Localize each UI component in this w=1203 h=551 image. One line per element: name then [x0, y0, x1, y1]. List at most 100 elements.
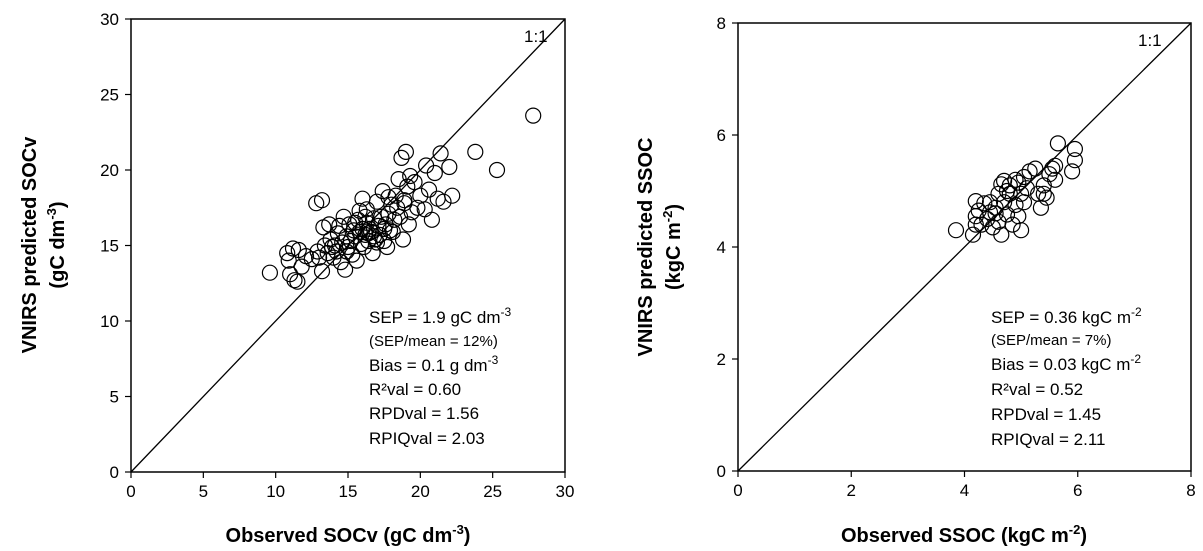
one-to-one-line [130, 18, 566, 473]
data-point [313, 263, 331, 280]
data-point [409, 199, 426, 216]
data-point [261, 264, 278, 281]
stat-line: SEP = 1.9 gC dm-3 [369, 305, 512, 327]
data-point [379, 238, 396, 256]
data-point [444, 187, 461, 204]
data-point [397, 143, 414, 160]
x-ticks: 0 2 4 6 8 [733, 471, 1196, 500]
data-point [324, 238, 341, 256]
data-point [973, 216, 990, 233]
stat-line: R²val = 0.60 [369, 380, 461, 399]
data-point [995, 194, 1013, 211]
data-point [1007, 196, 1024, 214]
chart-panel-socv: 1:1 0 5 10 15 20 25 30 0 5 10 15 20 25 3… [19, 10, 574, 547]
data-point [342, 232, 359, 250]
x-tick-label: 20 [411, 482, 430, 501]
stats-annotation: SEP = 1.9 gC dm-3 (SEP/mean = 12%) Bias … [369, 305, 512, 448]
data-point [402, 167, 419, 185]
data-point [967, 193, 984, 210]
data-point [1010, 174, 1027, 191]
data-point [351, 202, 368, 219]
data-point [1015, 168, 1033, 186]
data-point [435, 193, 452, 210]
y-tick-label: 20 [100, 161, 119, 180]
data-point [1038, 189, 1055, 206]
stat-line: Bias = 0.03 kgC m-2 [991, 352, 1141, 374]
stat-line: RPIQval = 2.11 [991, 430, 1106, 449]
y-tick-label: 5 [110, 388, 119, 407]
y-tick-label: 8 [717, 14, 726, 33]
data-point [350, 211, 367, 228]
chart-panel-ssoc: 1:1 0 2 4 6 8 0 2 4 6 8 Observed SSOC (k… [635, 14, 1196, 547]
data-point [998, 206, 1016, 223]
data-point [1035, 185, 1052, 202]
x-tick-label: 0 [733, 481, 742, 500]
data-point [947, 222, 965, 239]
data-point [1012, 222, 1030, 239]
data-point [979, 210, 996, 228]
x-tick-label: 5 [199, 482, 208, 501]
data-point [467, 143, 484, 160]
stats-annotation: SEP = 0.36 kgC m-2 (SEP/mean = 7%) Bias … [991, 305, 1142, 449]
y-axis-title: VNIRS predicted SSOC [635, 138, 657, 357]
data-point [1066, 140, 1084, 158]
data-point [987, 205, 1004, 222]
data-point [393, 149, 410, 166]
stat-line: RPDval = 1.56 [369, 404, 479, 423]
data-point [329, 225, 346, 242]
x-tick-label: 6 [1073, 481, 1082, 500]
data-point [1063, 163, 1081, 180]
data-point [400, 216, 417, 233]
data-point [1018, 180, 1035, 197]
y-tick-label: 2 [717, 350, 726, 369]
data-point [1001, 185, 1018, 202]
data-point [347, 214, 364, 231]
data-point [976, 195, 993, 212]
data-point [420, 181, 438, 198]
y-ticks: 0 5 10 15 20 25 30 [100, 10, 131, 482]
data-point [1015, 194, 1033, 211]
data-point [373, 208, 390, 225]
data-point [488, 161, 506, 179]
data-point [394, 231, 412, 248]
data-point [1007, 171, 1024, 188]
data-point [403, 204, 420, 221]
data-point [380, 205, 397, 222]
x-ticks: 0 5 10 15 20 25 30 [126, 472, 574, 501]
data-point [364, 245, 381, 262]
stat-line: RPDval = 1.45 [991, 405, 1101, 424]
y-tick-label: 4 [717, 238, 726, 257]
data-point [1049, 135, 1067, 152]
data-points [947, 135, 1084, 243]
one-to-one-label: 1:1 [1138, 31, 1162, 50]
data-point [351, 223, 368, 240]
stat-line: Bias = 0.1 g dm-3 [369, 353, 499, 375]
y-axis-title-unit: (gC dm-3) [44, 201, 69, 288]
x-tick-label: 10 [266, 482, 285, 501]
data-point [280, 252, 297, 269]
data-point [423, 211, 440, 228]
data-point [432, 145, 449, 162]
data-point [441, 158, 458, 176]
data-point [286, 272, 303, 289]
y-axis-title: VNIRS predicted SOCv [19, 136, 41, 354]
stat-line: (SEP/mean = 7%) [991, 332, 1111, 349]
data-point [1004, 216, 1021, 233]
y-tick-label: 6 [717, 126, 726, 145]
y-tick-label: 0 [110, 463, 119, 482]
data-point [1066, 152, 1084, 169]
data-point [981, 194, 999, 211]
data-point [1044, 160, 1061, 177]
one-to-one-line [737, 22, 1192, 472]
x-tick-label: 15 [339, 482, 358, 501]
data-point [337, 261, 354, 278]
data-point [1035, 177, 1052, 194]
data-points [261, 107, 542, 290]
data-point [371, 226, 388, 243]
data-point [381, 222, 399, 239]
data-point [964, 226, 982, 243]
data-point [993, 226, 1010, 243]
data-point [332, 254, 349, 271]
x-tick-label: 4 [960, 481, 969, 500]
